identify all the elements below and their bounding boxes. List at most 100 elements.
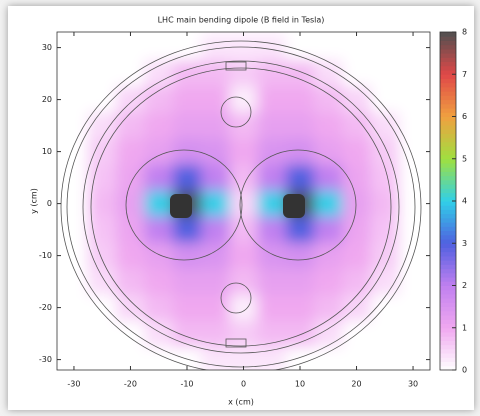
heat-cell [201, 190, 230, 218]
heat-cell [342, 190, 372, 218]
heat-cell [144, 190, 174, 218]
heat-cell [144, 268, 174, 296]
colorbar-segment [440, 179, 456, 185]
heat-cell [116, 346, 146, 370]
colorbar-segment [440, 255, 456, 261]
heat-cell [314, 268, 343, 296]
heat-cell [285, 294, 315, 322]
colorbar-segment [440, 310, 456, 316]
colorbar-segment [440, 61, 456, 67]
heat-cell [172, 86, 202, 114]
x-axis-label: x (cm) [228, 398, 254, 407]
colorbar-segment [440, 36, 456, 41]
colorbar-segment [440, 91, 456, 96]
colorbar-tick-label: 5 [462, 154, 467, 163]
colorbar-segment [440, 340, 456, 346]
y-tick-label: -10 [39, 251, 52, 260]
colorbar-segment [440, 192, 456, 198]
heat-cell [398, 34, 428, 62]
heat-cell [257, 86, 287, 114]
colorbar-segment [440, 319, 456, 325]
colorbar-segment [440, 158, 456, 164]
colorbar-segment [440, 137, 456, 143]
heat-cell [314, 190, 343, 218]
heat-cell [229, 138, 259, 166]
colorbar-segment [440, 154, 456, 160]
heat-cell [285, 138, 315, 166]
colorbar-segment [440, 260, 456, 265]
x-tick-label: -30 [67, 380, 80, 389]
colorbar-segment [440, 162, 456, 168]
colorbar-segment [440, 146, 456, 151]
colorbar-segment [440, 133, 456, 139]
heat-cell [370, 60, 400, 88]
cells [59, 34, 428, 370]
colorbar-segment [440, 315, 456, 320]
heat-cell [342, 346, 372, 370]
heat-cell [285, 60, 315, 88]
colorbar-segment [440, 74, 456, 79]
heat-cell [144, 346, 174, 370]
colorbar-segment [440, 298, 456, 303]
colorbar-segment [440, 239, 456, 244]
y-tick-label: 20 [42, 95, 52, 104]
colorbar-tick-label: 0 [462, 366, 467, 375]
heat-cell [285, 268, 315, 296]
colorbar-segment [440, 230, 456, 236]
heat-cell [342, 112, 372, 140]
colorbar-tick-label: 3 [462, 239, 467, 248]
heat-cell [88, 320, 117, 348]
colorbar-segment [440, 188, 456, 194]
colorbar-tick-label: 1 [462, 323, 467, 332]
heat-cell [257, 190, 287, 218]
colorbar-segment [440, 243, 456, 248]
heat-cell [314, 34, 343, 62]
heat-cell [398, 60, 428, 88]
colorbar-segment [440, 264, 456, 270]
x-tick-label: -10 [180, 380, 193, 389]
colorbar-tick-label: 8 [462, 28, 467, 37]
colorbar-segment [440, 201, 456, 206]
heat-cell [398, 86, 428, 114]
colorbar-segment [440, 331, 456, 337]
heat-cell [172, 242, 202, 270]
colorbar-segment [440, 70, 456, 75]
colorbar-segment [440, 217, 456, 223]
colorbar-segment [440, 95, 456, 101]
heat-cell [229, 164, 259, 192]
heat-cell [257, 346, 287, 370]
heat-cell [116, 242, 146, 270]
colorbar-segment [440, 277, 456, 282]
heat-cell [229, 86, 259, 114]
heat-cell [59, 320, 89, 348]
yoke-outline [60, 40, 422, 370]
heat-cell [314, 60, 343, 88]
heat-cell [201, 86, 230, 114]
colorbar-segment [440, 353, 456, 358]
heat-cell [314, 164, 343, 192]
heat-cell [314, 216, 343, 244]
heat-cell [172, 320, 202, 348]
heat-cell [370, 86, 400, 114]
colorbar-segment [440, 361, 456, 367]
colorbar-segment [440, 44, 456, 50]
heat-cell [144, 216, 174, 244]
colorbar-segment [440, 293, 456, 299]
y-tick-label: -30 [39, 355, 52, 364]
colorbar-segment [440, 32, 456, 37]
heat-cell [172, 112, 202, 140]
colorbar-segment [440, 184, 456, 189]
heat-cell [314, 242, 343, 270]
heat-cell [229, 60, 259, 88]
heat-cell [285, 164, 315, 192]
heat-cell [201, 242, 230, 270]
heat-cell [116, 294, 146, 322]
colorbar-segment [440, 86, 456, 92]
heat-cell [201, 164, 230, 192]
colorbar-segment [440, 281, 456, 286]
colorbar-segment [440, 108, 456, 113]
y-tick-label: 0 [47, 199, 52, 208]
colorbar-segment [440, 175, 456, 181]
heat-cell [201, 138, 230, 166]
heat-cell [229, 242, 259, 270]
